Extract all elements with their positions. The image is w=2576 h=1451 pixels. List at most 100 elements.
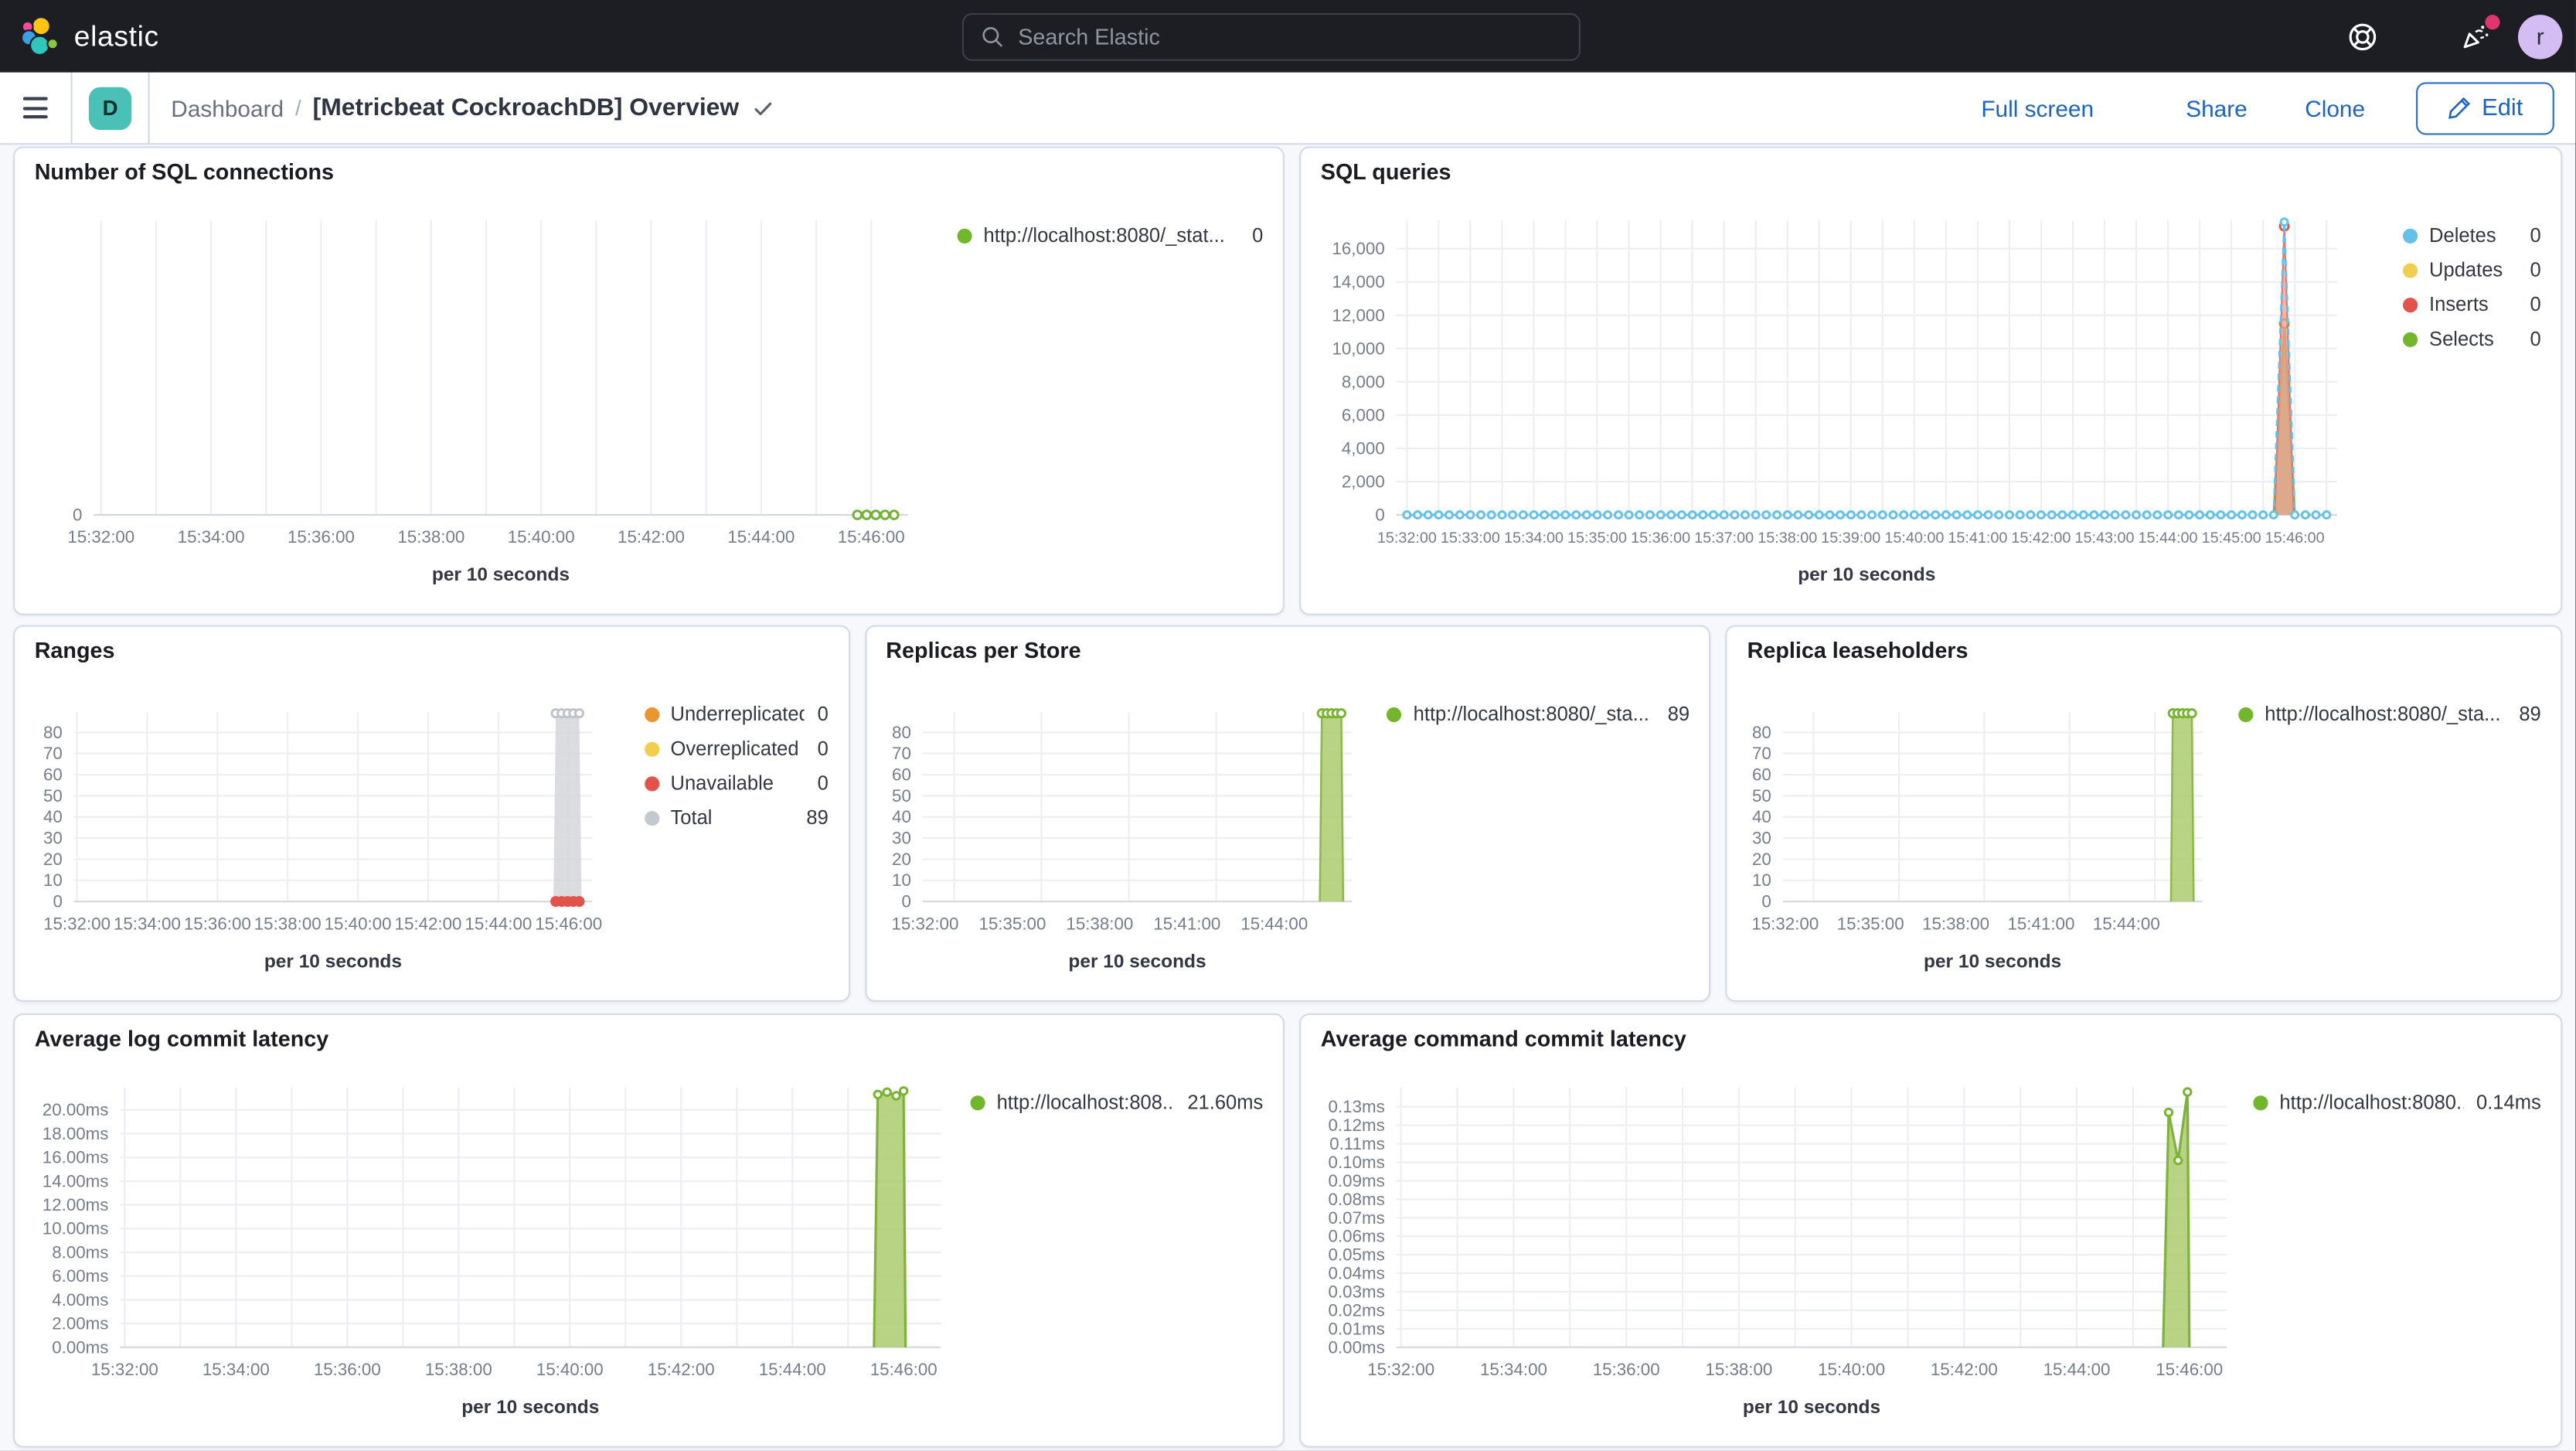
legend-item[interactable]: Overreplicated 0 [644,737,829,761]
svg-text:per 10 seconds: per 10 seconds [461,1397,599,1418]
legend-series-dot [2403,263,2418,278]
svg-text:15:40:00: 15:40:00 [536,1360,604,1379]
legend-series-dot [644,707,659,723]
legend-item[interactable]: Unavailable 0 [644,771,829,796]
legend-series-label: http://localhost:8080/_sta... [1413,702,1649,726]
full-screen-button[interactable]: Full screen [1981,94,2094,121]
legend-item[interactable]: Selects 0 [2403,327,2541,352]
svg-text:15:32:00: 15:32:00 [43,914,111,933]
panel-title[interactable]: SQL queries [1320,159,1451,185]
legend-item[interactable]: Deletes 0 [2403,223,2541,248]
svg-text:0: 0 [73,506,82,525]
svg-text:80: 80 [43,723,63,742]
svg-text:70: 70 [43,744,63,763]
svg-text:15:32:00: 15:32:00 [891,914,958,933]
chart-svg: 0.00ms 2.00ms 4.00ms 6.00ms 8.00ms 10.00ms 12.… [43,1086,941,1418]
newsfeed-icon[interactable] [2460,14,2500,52]
avatar-initial: r [2536,22,2544,49]
share-button[interactable]: Share [2186,94,2248,121]
panel-title[interactable]: Replicas per Store [886,638,1081,663]
legend-series-dot [644,776,659,792]
breadcrumb-dashboard[interactable]: Dashboard [171,94,284,121]
page-title[interactable]: [Metricbeat CockroachDB] Overview [312,94,740,122]
elastic-logo[interactable]: elastic [0,15,159,56]
panel-title[interactable]: Average command commit latency [1320,1026,1686,1051]
svg-text:15:34:00: 15:34:00 [178,527,245,547]
edit-button[interactable]: Edit [2416,81,2554,135]
legend-item[interactable]: http://localhost:8080/_stat... 0 [957,223,1263,248]
legend-item[interactable]: http://localhost:8080/_sta... 89 [1387,703,1690,727]
title-check-icon[interactable] [752,96,775,119]
svg-text:15:34:00: 15:34:00 [1480,1360,1547,1379]
panel-ranges: Ranges 0 10 20 30 40 50 60 70 80 15:32:00 15:34:00… [13,625,850,1002]
toolbar-actions: Full screen Share Clone Edit [1981,81,2575,135]
panel-sql-queries: SQL queries 0 2,000 4,000 6,000 8,000 10,000 1… [1299,146,2563,615]
svg-text:70: 70 [1753,744,1772,763]
svg-text:15:42:00: 15:42:00 [618,527,685,547]
chart-plot-area[interactable]: 0 10 20 30 40 50 60 70 80 15:32:00 15:35:00 15:38:0… [1747,669,2213,996]
chart-plot-area[interactable]: 0 2,000 4,000 6,000 8,000 10,000 12,000 14,000 1… [1321,191,2347,611]
chart-legend: http://localhost:8080/_sta... 89 [1361,703,1690,997]
legend-series-value: 0 [2530,223,2541,247]
svg-text:15:46:00: 15:46:00 [870,1360,938,1379]
global-search-input[interactable]: Search Elastic [961,12,1581,60]
legend-series-label: Underreplicated [670,702,805,726]
legend-item[interactable]: Inserts 0 [2403,293,2541,318]
svg-text:6,000: 6,000 [1342,405,1385,424]
svg-text:14,000: 14,000 [1332,272,1384,291]
breadcrumb-separator: / [294,95,301,121]
menu-icon[interactable] [0,72,73,144]
chart-plot-area[interactable]: 0 10 20 30 40 50 60 70 80 15:32:00 15:34:00 15:36:0… [35,669,602,996]
svg-text:0.00ms: 0.00ms [52,1337,108,1357]
svg-text:15:35:00: 15:35:00 [978,914,1046,933]
legend-item[interactable]: Underreplicated 0 [644,702,829,727]
svg-text:60: 60 [1753,765,1772,785]
clone-button[interactable]: Clone [2305,94,2366,121]
legend-item[interactable]: http://localhost:8080... 0.14ms [2253,1091,2541,1115]
chart-legend: http://localhost:808... 21.60ms [951,1091,1263,1442]
svg-text:20: 20 [1753,850,1772,869]
panel-title[interactable]: Average log commit latency [34,1026,329,1051]
user-avatar[interactable]: r [2517,14,2563,59]
svg-text:80: 80 [1753,723,1772,742]
help-icon[interactable] [2347,21,2378,52]
panel-number-of-sql-connections: Number of SQL connections 0 15:32:00 15:34… [13,146,1285,615]
svg-text:per 10 seconds: per 10 seconds [1924,951,2062,972]
breadcrumb: Dashboard / [Metricbeat CockroachDB] Ove… [171,94,775,121]
svg-text:10: 10 [1753,870,1772,890]
search-placeholder: Search Elastic [1018,23,1160,49]
svg-text:15:36:00: 15:36:00 [1593,1360,1660,1379]
svg-text:12.00ms: 12.00ms [43,1195,109,1214]
chart-plot-area[interactable]: 0 15:32:00 15:34:00 15:36:00 15:38:00 15:40:0… [35,191,918,611]
svg-text:15:46:00: 15:46:00 [2156,1360,2223,1379]
legend-series-dot [644,811,659,826]
panel-title[interactable]: Replica leaseholders [1747,638,1969,663]
svg-text:0: 0 [53,892,62,911]
dashboard-grid-row: Number of SQL connections 0 15:32:00 15:34… [13,146,2563,615]
chart-plot-area[interactable]: 0.00ms 0.01ms 0.02ms 0.03ms 0.04ms 0.05ms 0.06… [1321,1058,2237,1442]
svg-text:15:42:00: 15:42:00 [395,914,462,933]
space-badge[interactable]: D [88,86,132,130]
panel-title[interactable]: Ranges [34,638,115,663]
svg-text:0.01ms: 0.01ms [1329,1319,1385,1338]
svg-text:50: 50 [1753,786,1772,806]
svg-text:50: 50 [43,786,63,806]
svg-text:14.00ms: 14.00ms [43,1171,109,1190]
legend-series-label: Inserts [2429,292,2489,316]
svg-text:15:40:00: 15:40:00 [1884,530,1944,547]
legend-item[interactable]: Total 89 [644,806,829,831]
legend-item[interactable]: http://localhost:808... 21.60ms [970,1091,1263,1115]
chart-plot-area[interactable]: 0 10 20 30 40 50 60 70 80 15:32:00 15:35:00 15:38:0… [886,669,1360,996]
legend-item[interactable]: Updates 0 [2403,258,2541,283]
svg-text:0.13ms: 0.13ms [1329,1097,1385,1116]
dashboard-grid-row: Average log commit latency 0.00ms 2.00ms 4… [13,1013,2563,1448]
chart-plot-area[interactable]: 0.00ms 2.00ms 4.00ms 6.00ms 8.00ms 10.00ms 12.… [35,1058,951,1442]
panel-title[interactable]: Number of SQL connections [34,159,335,185]
legend-series-label: Updates [2429,258,2503,281]
legend-series-dot [2403,332,2418,348]
legend-item[interactable]: http://localhost:8080/_sta... 89 [2238,703,2541,727]
svg-text:15:44:00: 15:44:00 [2139,530,2198,547]
svg-text:0.05ms: 0.05ms [1329,1245,1385,1265]
legend-series-value: 0 [1252,223,1264,247]
